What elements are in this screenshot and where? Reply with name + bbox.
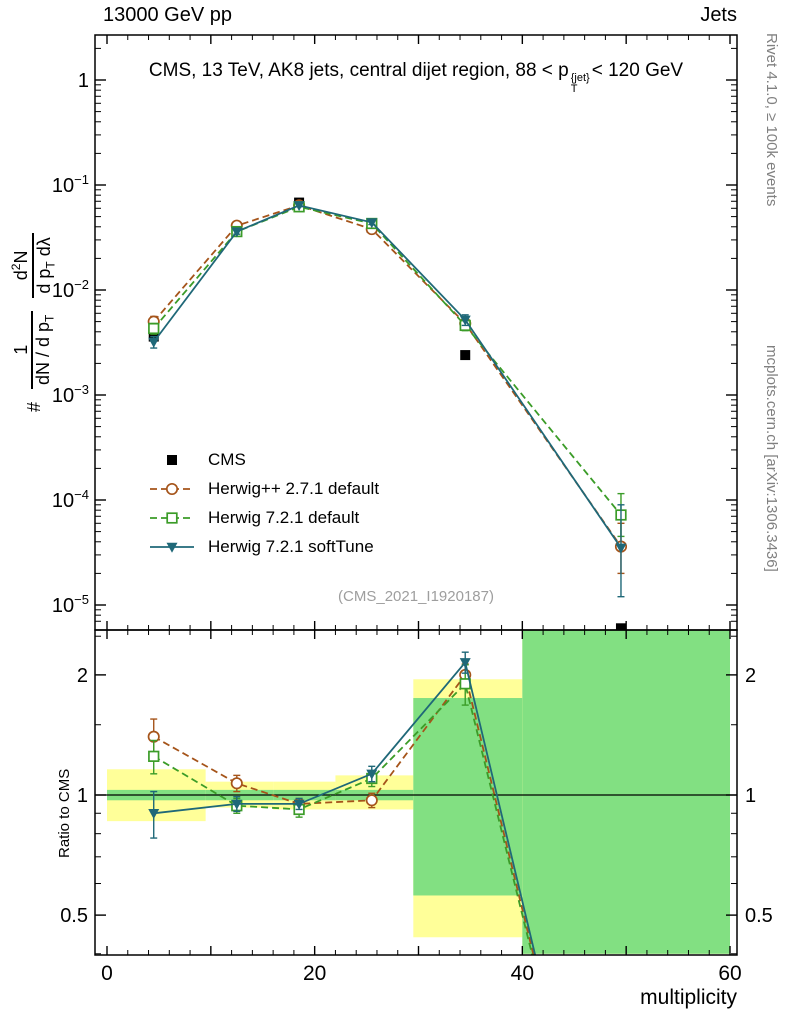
plot-title: CMS, 13 TeV, AK8 jets, central dijet reg…: [95, 60, 737, 95]
frac1-denominator: dN / d pT: [31, 310, 58, 389]
svg-text:10−5: 10−5: [52, 592, 89, 617]
pt-superscript: {jet}: [570, 71, 590, 84]
svg-text:1: 1: [745, 785, 756, 807]
y-axis-label: # 1 dN / d pT d2N d pT dλ: [9, 32, 59, 412]
herwigpp-marker-icon: [150, 482, 194, 495]
x-axis-label: multiplicity: [640, 986, 737, 1009]
svg-text:20: 20: [303, 962, 326, 985]
ylabel-fraction-2: d2N d pT dλ: [9, 233, 59, 298]
frac2-den-b: dλ: [33, 237, 54, 262]
svg-text:1: 1: [78, 70, 89, 92]
legend-label: Herwig 7.2.1 softTune: [208, 536, 374, 556]
herwig7-marker-icon: [150, 511, 194, 524]
legend-label: Herwig 7.2.1 default: [208, 507, 360, 527]
legend-item-herwig7-softtune: Herwig 7.2.1 softTune: [148, 532, 379, 561]
frac2-num-b: N: [11, 250, 31, 264]
svg-text:2: 2: [77, 665, 88, 687]
analysis-group-label: Jets: [700, 4, 737, 26]
frac1-den-text: dN / d p: [33, 321, 54, 385]
ratio-axis-label: Ratio to CMS: [56, 768, 73, 858]
frac2-num-sup: 2: [9, 263, 23, 271]
rivet-version-label: Rivet 4.1.0, ≥ 100k events: [763, 33, 780, 207]
plot-title-tail: < 120 GeV: [591, 60, 684, 81]
svg-text:2: 2: [745, 665, 756, 687]
frac1-den-sub: T: [42, 314, 57, 322]
svg-text:0.5: 0.5: [745, 905, 773, 927]
frac2-numerator: d2N: [9, 247, 32, 285]
beam-energy-label: 13000 GeV pp: [103, 4, 232, 26]
svg-text:10−4: 10−4: [52, 487, 89, 512]
svg-text:0: 0: [101, 962, 113, 985]
legend-item-herwigpp-default: Herwig++ 2.7.1 default: [148, 474, 379, 503]
legend-item-herwig7-default: Herwig 7.2.1 default: [148, 503, 379, 532]
svg-text:10−1: 10−1: [52, 172, 89, 197]
svg-text:60: 60: [718, 962, 741, 985]
legend-label: CMS: [208, 449, 246, 469]
frac2-den-a: d p: [33, 268, 54, 294]
pt-subsup: {jet} T: [570, 71, 590, 95]
svg-text:10−2: 10−2: [52, 277, 89, 302]
frac2-den-sub: T: [43, 261, 58, 269]
svg-text:1: 1: [77, 785, 88, 807]
legend-item-cms: CMS: [148, 445, 379, 474]
analysis-id-watermark: (CMS_2021_I1920187): [338, 588, 494, 605]
legend: CMS Herwig++ 2.7.1 default Herwig 7.2.1 …: [148, 445, 379, 561]
svg-text:10−3: 10−3: [52, 382, 89, 407]
frac2-num-a: d: [11, 270, 31, 281]
svg-text:40: 40: [511, 962, 534, 985]
softtune-marker-icon: [150, 542, 194, 553]
pt-subscript: T: [570, 82, 578, 95]
cms-marker-icon: [167, 454, 177, 465]
mcplots-reference-label: mcplots.cern.ch [arXiv:1306.3436]: [763, 345, 780, 572]
frac2-denominator: d pT dλ: [31, 233, 59, 298]
frac1-numerator: 1: [10, 344, 31, 355]
ylabel-fraction-1: 1 dN / d pT: [10, 310, 58, 389]
svg-text:0.5: 0.5: [60, 905, 88, 927]
legend-label: Herwig++ 2.7.1 default: [208, 478, 380, 498]
ylabel-prefix: #: [23, 401, 44, 412]
plot-title-text: CMS, 13 TeV, AK8 jets, central dijet reg…: [148, 60, 569, 81]
